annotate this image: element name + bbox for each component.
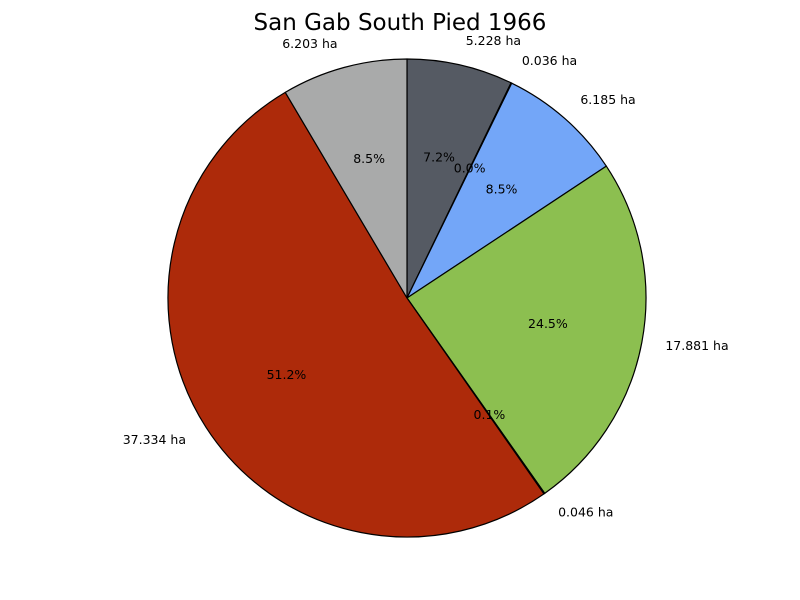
slice-value-label-0: 5.228 ha	[466, 33, 521, 48]
slice-value-label-5: 37.334 ha	[123, 432, 186, 447]
pie-labels: 5.228 ha 7.2% 0.036 ha 0.0% 6.185 ha 8.5% 17.8…	[123, 33, 729, 519]
pie-slice-2	[406, 82, 607, 299]
pie-slices	[167, 58, 647, 538]
slice-percent-label-5: 51.2%	[267, 367, 307, 382]
slice-percent-label-1: 0.0%	[454, 161, 486, 176]
pie-slice-5	[167, 91, 545, 538]
slice-value-label-2: 6.185 ha	[580, 92, 635, 107]
chart-title: San Gab South Pied 1966	[254, 10, 547, 36]
slice-value-label-4: 0.046 ha	[558, 505, 613, 520]
slice-percent-label-3: 24.5%	[528, 316, 568, 331]
pie-slice-6	[284, 58, 408, 299]
slice-percent-label-2: 8.5%	[486, 182, 518, 197]
slice-percent-label-4: 0.1%	[474, 407, 506, 422]
pie-slice-3	[406, 165, 647, 494]
slice-percent-label-0: 7.2%	[423, 150, 455, 165]
pie-slice-0	[406, 58, 512, 299]
slice-value-label-1: 0.036 ha	[522, 53, 577, 68]
slice-percent-label-6: 8.5%	[353, 151, 385, 166]
slice-value-label-3: 17.881 ha	[665, 338, 728, 353]
slice-value-label-6: 6.203 ha	[282, 36, 337, 51]
